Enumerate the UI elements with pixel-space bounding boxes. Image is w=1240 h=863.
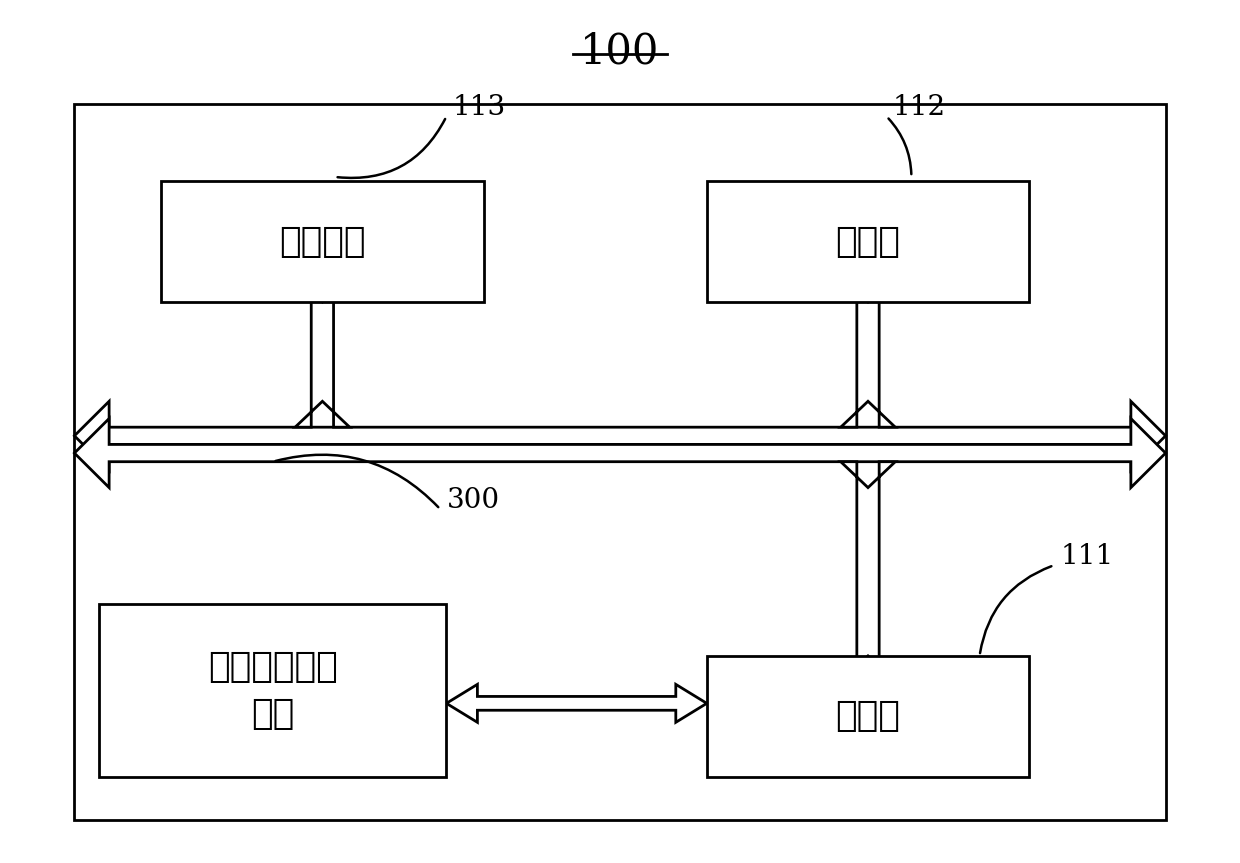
Polygon shape [841, 276, 895, 427]
Bar [74, 104, 1166, 820]
Text: 处理器: 处理器 [836, 224, 900, 259]
Bar [161, 181, 484, 302]
Bar [707, 656, 1029, 777]
Polygon shape [74, 419, 1166, 488]
Text: 300: 300 [446, 487, 500, 514]
Text: 111: 111 [1060, 543, 1114, 570]
Text: 通信单元: 通信单元 [279, 224, 366, 259]
Polygon shape [295, 276, 350, 427]
Polygon shape [841, 462, 895, 682]
Text: 存储器: 存储器 [836, 699, 900, 734]
Bar [99, 604, 446, 777]
Text: 牺畜和嘚分析
装置: 牺畜和嘚分析 装置 [208, 650, 337, 731]
Polygon shape [74, 401, 1166, 470]
Text: 100: 100 [580, 30, 660, 72]
Text: 112: 112 [893, 94, 946, 122]
Polygon shape [446, 684, 707, 722]
Text: 113: 113 [453, 94, 506, 122]
Bar [707, 181, 1029, 302]
